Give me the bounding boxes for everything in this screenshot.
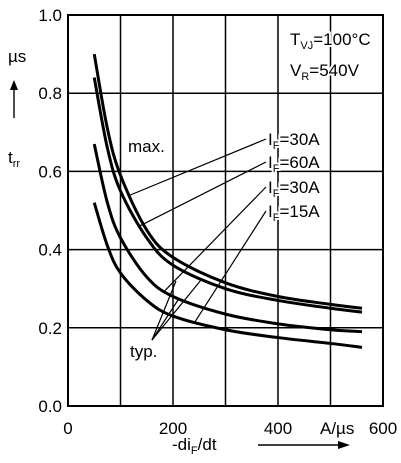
- typ-label: typ.: [130, 342, 157, 361]
- max-label: max.: [128, 137, 165, 156]
- plot-frame: [67, 14, 384, 407]
- y-unit: µs: [8, 47, 26, 66]
- leader-lines: [129, 138, 267, 341]
- typ-leader-line: [151, 280, 177, 341]
- series-curve-4: [92, 202, 363, 349]
- y-tick-label: 0.4: [38, 241, 62, 260]
- x-tick-label: 200: [159, 419, 187, 438]
- typ-leader-line: [151, 279, 202, 341]
- leader-line: [129, 138, 267, 196]
- y-tick-label: 0.8: [38, 84, 62, 103]
- labels: IF=30AIF=60AIF=30AIF=15Amax.typ.TVJ=100°…: [8, 28, 373, 457]
- condition-temperature: TVJ=100°C: [290, 30, 371, 52]
- x-tick-label: 0: [63, 419, 72, 438]
- series-label: IF=30A: [268, 178, 320, 200]
- x-tick-label: 600: [369, 419, 397, 438]
- condition-voltage: VR=540V: [290, 61, 360, 83]
- series-curve-1: [92, 53, 363, 310]
- grid-lines: [68, 15, 383, 406]
- series-curve-3: [92, 143, 363, 334]
- y-tick-label: 0.2: [38, 319, 62, 338]
- y-tick-label: 0.0: [38, 397, 62, 416]
- leader-line: [139, 161, 267, 227]
- tick-labels: 0.0 0.2 0.4 0.6 0.8 1.0 0 200 400 600: [38, 6, 397, 438]
- leader-line: [194, 210, 267, 323]
- series-curve-2: [92, 77, 363, 314]
- leader-line: [164, 186, 267, 291]
- y-axis-label: trr: [8, 148, 20, 170]
- series-label: IF=30A: [268, 130, 320, 152]
- y-tick-label: 0.6: [38, 162, 62, 181]
- x-axis-arrowhead: [338, 441, 350, 449]
- y-axis-arrowhead: [10, 80, 18, 90]
- curves: [92, 53, 363, 349]
- series-label: IF=15A: [268, 202, 320, 224]
- typ-leader-line: [151, 299, 179, 341]
- y-tick-label: 1.0: [38, 6, 62, 25]
- series-label: IF=60A: [268, 153, 320, 175]
- x-axis-label: -diF/dt: [172, 435, 217, 457]
- x-unit: A/µs: [320, 419, 354, 438]
- x-tick-label: 400: [264, 419, 292, 438]
